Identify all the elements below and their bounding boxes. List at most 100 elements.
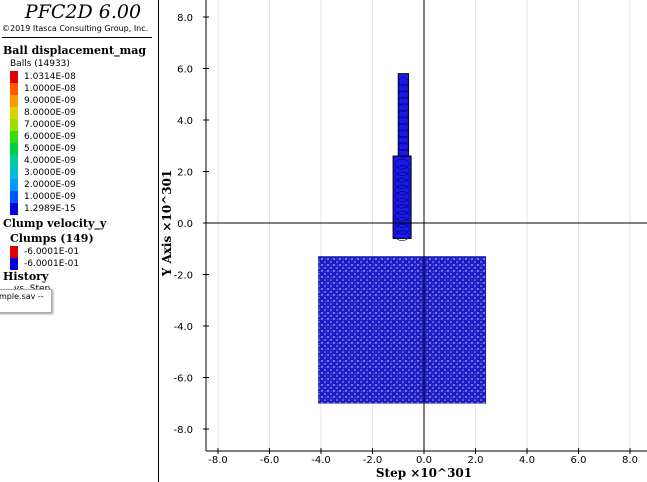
ball-legend-row: 5.0000E-09 bbox=[10, 143, 76, 155]
color-swatch bbox=[10, 179, 18, 191]
x-tick-label: 0.0 bbox=[416, 455, 432, 466]
x-tick-label: 6.0 bbox=[571, 455, 587, 466]
ball-legend-row: 2.0000E-09 bbox=[10, 179, 76, 191]
ball-legend-value: 1.0314E-08 bbox=[24, 72, 76, 82]
ball-legend-value: 8.0000E-09 bbox=[24, 108, 76, 118]
clump-outline bbox=[394, 158, 410, 170]
ball-legend-row: 7.0000E-09 bbox=[10, 119, 76, 131]
color-swatch bbox=[10, 203, 18, 215]
clump-outline bbox=[398, 83, 409, 93]
clump-outline bbox=[398, 116, 409, 125]
y-tick-label: 8.0 bbox=[177, 13, 193, 24]
ball-legend-value: 1.0000E-09 bbox=[24, 192, 76, 202]
y-tick-label: 6.0 bbox=[177, 65, 193, 76]
x-tick-label: -2.0 bbox=[363, 455, 383, 466]
y-tick-label: -4.0 bbox=[173, 322, 193, 333]
y-tick-label: 2.0 bbox=[177, 168, 193, 179]
ball-legend-value: 6.0000E-09 bbox=[24, 132, 76, 142]
clump-group-label: Clumps (149) bbox=[10, 232, 94, 245]
clump-outline bbox=[398, 77, 409, 86]
clump-outline bbox=[398, 142, 409, 151]
copyright: ©2019 Itasca Consulting Group, Inc. bbox=[2, 24, 149, 33]
clump-legend-value: -6.0001E-01 bbox=[24, 247, 80, 257]
clump-outline bbox=[394, 204, 410, 215]
clump-outline bbox=[394, 210, 410, 222]
color-swatch bbox=[10, 155, 18, 167]
ball-legend-value: 1.2989E-15 bbox=[24, 204, 76, 214]
x-tick-label: 4.0 bbox=[519, 455, 535, 466]
ball-legend-row: 8.0000E-09 bbox=[10, 107, 76, 119]
clump-outline bbox=[394, 197, 410, 209]
ball-legend-value: 5.0000E-09 bbox=[24, 144, 76, 154]
plot-area[interactable]: 8.0 6.0 4.0 2.0 0.0 -2.0 -4.0 -6.0 -8.0 -8.0 -6.0 -… bbox=[159, 0, 647, 482]
y-tick-label: -2.0 bbox=[173, 271, 193, 282]
clump-legend-row: -6.0001E-01 bbox=[10, 258, 79, 270]
clump-outline bbox=[398, 122, 409, 132]
particle-box bbox=[318, 256, 487, 404]
ball-legend-value: 1.0000E-08 bbox=[24, 84, 76, 94]
clump-outline bbox=[394, 191, 410, 202]
history-section-title: History bbox=[3, 270, 49, 283]
y-tick-label: 4.0 bbox=[177, 116, 193, 127]
color-swatch bbox=[10, 246, 18, 258]
clump-outline bbox=[398, 129, 409, 138]
ball-legend-row: 1.0000E-09 bbox=[10, 191, 76, 203]
color-swatch bbox=[10, 258, 18, 270]
ball-legend-row: 1.0000E-08 bbox=[10, 83, 76, 95]
history-item: vs. Step bbox=[14, 284, 51, 289]
legend-panel: PFC2D 6.00 ©2019 Itasca Consulting Group… bbox=[0, 0, 159, 482]
x-axis-label: Step ×10^301 bbox=[376, 466, 472, 480]
clump-legend-row: -6.0001E-01 bbox=[10, 246, 79, 258]
clump-legend-value: -6.0001E-01 bbox=[24, 259, 80, 269]
color-swatch bbox=[10, 167, 18, 179]
axes bbox=[205, 0, 647, 452]
ball-legend-value: 9.0000E-09 bbox=[24, 96, 76, 106]
clump-outline bbox=[394, 171, 410, 183]
clump-outline bbox=[398, 90, 409, 99]
ball-legend-value: 4.0000E-09 bbox=[24, 156, 76, 166]
color-swatch bbox=[10, 83, 18, 95]
color-swatch bbox=[10, 71, 18, 83]
color-swatch bbox=[10, 107, 18, 119]
ball-legend-row: 1.2989E-15 bbox=[10, 203, 76, 215]
ball-legend-value: 7.0000E-09 bbox=[24, 120, 76, 130]
clump-outline bbox=[394, 184, 410, 196]
ball-legend-value: 3.0000E-09 bbox=[24, 168, 76, 178]
clump-outline bbox=[398, 148, 409, 158]
y-axis-label: Y Axis ×10^301 bbox=[160, 170, 174, 278]
clump-outline bbox=[398, 135, 409, 145]
app-title: PFC2D 6.00 bbox=[24, 1, 142, 23]
ball-legend-row: 4.0000E-09 bbox=[10, 155, 76, 167]
clump-outline bbox=[394, 230, 410, 241]
x-tick-label: 8.0 bbox=[622, 455, 638, 466]
x-tick-label: -4.0 bbox=[311, 455, 331, 466]
y-tick-label: -8.0 bbox=[173, 425, 193, 436]
ball-legend-row: 1.0314E-08 bbox=[10, 71, 76, 83]
ball-legend-row: 9.0000E-09 bbox=[10, 95, 76, 107]
clump-outline bbox=[394, 223, 410, 235]
clump-outline bbox=[394, 178, 410, 189]
clump-outline bbox=[398, 109, 409, 119]
tick-marks: 8.0 6.0 4.0 2.0 0.0 -2.0 -4.0 -6.0 -8.0 -8.0 -6.0 -… bbox=[173, 13, 637, 466]
y-tick-label: -6.0 bbox=[173, 374, 193, 385]
color-swatch bbox=[10, 119, 18, 131]
color-swatch bbox=[10, 131, 18, 143]
y-tick-label: 0.0 bbox=[177, 219, 193, 230]
ball-legend-row: 3.0000E-09 bbox=[10, 167, 76, 179]
filename-tooltip: mple.sav -- bbox=[0, 289, 52, 313]
color-swatch bbox=[10, 95, 18, 107]
color-swatch bbox=[10, 143, 18, 155]
color-swatch bbox=[10, 191, 18, 203]
ball-legend-value: 2.0000E-09 bbox=[24, 180, 76, 190]
x-tick-label: -8.0 bbox=[208, 455, 228, 466]
divider bbox=[2, 37, 152, 38]
ball-legend-row: 6.0000E-09 bbox=[10, 131, 76, 143]
clump-outline bbox=[398, 103, 409, 112]
ball-group-label: Balls (14933) bbox=[10, 59, 70, 69]
x-tick-label: -6.0 bbox=[260, 455, 280, 466]
x-tick-label: 2.0 bbox=[468, 455, 484, 466]
clump-section-title: Clump velocity_y bbox=[3, 217, 107, 230]
clump-outline bbox=[394, 165, 410, 176]
clump-outline bbox=[398, 96, 409, 106]
ball-section-title: Ball displacement_mag bbox=[3, 44, 147, 57]
